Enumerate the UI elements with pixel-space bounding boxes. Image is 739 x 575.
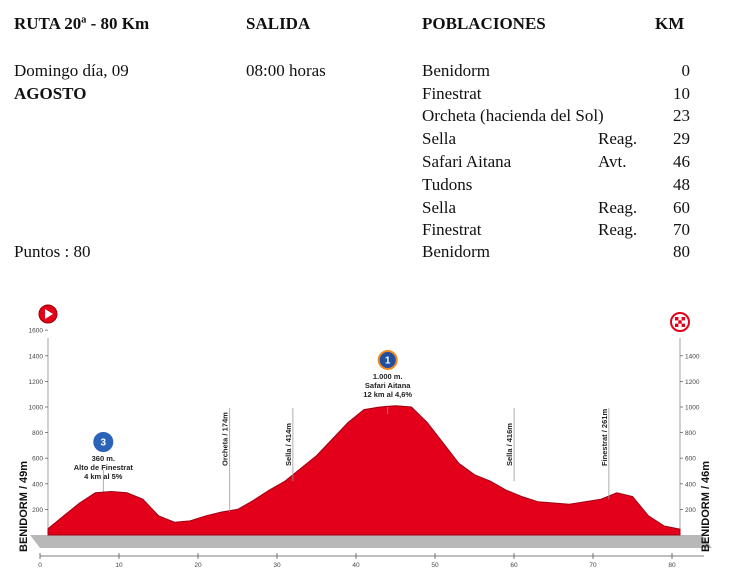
altitude-axis-right: 200 400 600 800 1000 1200 1400 [680,353,700,514]
km-tick-label: 70 [589,562,597,569]
route-title: RUTA 20ª - 80 Km [14,14,150,33]
town-tag: Reag. [598,129,638,148]
town-name: Finestrat [422,84,482,103]
town-km: 23 [673,106,690,125]
town-marker-label: Sella / 416m [505,423,514,466]
km-tick-label: 60 [510,562,518,569]
list-item: Tudons 48 [422,175,690,198]
start-flag-icon [38,304,58,324]
town-name: Tudons [422,175,473,194]
town-marker-label: Finestrat / 261m [600,409,609,466]
start-time: 08:00 horas [246,61,326,80]
alt-tick-label-left: 1000 [29,405,44,412]
date-line: Domingo día, 09 [14,61,129,80]
town-km: 48 [673,175,690,194]
town-km: 70 [673,220,690,239]
town-km: 60 [673,198,690,217]
list-item: Finestrat 10 [422,84,690,107]
alt-tick-label-left: 1400 [29,353,44,360]
climb-info-line: 12 km al 4,6% [363,390,412,399]
alt-tick-label-right: 1400 [685,353,700,360]
km-tick-label: 20 [194,562,202,569]
km-tick-label: 50 [431,562,439,569]
cat-1-climb-icon: 1 [377,350,398,370]
start-label: BENIDORM / 49m [18,461,30,552]
town-tag: Reag. [598,220,638,239]
km-tick-label: 80 [668,562,676,569]
list-item: Orcheta (hacienda del Sol) 23 [422,106,690,129]
km-tick-label: 0 [38,562,42,569]
climb-info-line: 1.000 m. [373,372,403,381]
month: AGOSTO [14,84,87,103]
town-name: Benidorm [422,242,490,261]
climb-info-line: 4 km al 5% [84,472,123,481]
list-item: Safari Aitana Avt. 46 [422,152,690,175]
list-item: Sella Reag. 60 [422,198,690,221]
town-marker-label: Sella / 414m [284,423,293,466]
points: Puntos : 80 [14,242,91,261]
km-tick-label: 40 [352,562,360,569]
town-km: 0 [681,61,691,80]
alt-tick-label-left: 600 [32,456,43,463]
end-label: BENIDORM / 46m [700,461,712,552]
town-km: 29 [673,129,690,148]
town-km: 10 [673,84,690,103]
elevation-area [47,405,681,536]
list-item: Benidorm 80 [422,242,690,265]
salida-header: SALIDA [246,14,311,33]
list-item: Finestrat Reag. 70 [422,220,690,243]
list-item: Sella Reag. 29 [422,129,690,152]
cat-3-climb-icon: 3 [93,432,114,452]
town-name: Safari Aitana [422,152,512,171]
poblaciones-header: POBLACIONES [422,14,546,33]
altitude-axis-left: 200 400 600 800 1000 1200 1400 1600 [29,328,48,514]
alt-tick-label-left: 1200 [29,379,44,386]
alt-tick-label-right: 200 [685,507,696,514]
km-axis: 0 10 20 30 40 50 60 70 80 [38,553,676,569]
climb-category-badge: 1 [385,356,391,367]
alt-tick-label-right: 400 [685,481,696,488]
climb-info-line: 360 m. [92,454,115,463]
alt-tick-label-left: 1600 [29,328,44,335]
alt-tick-label-right: 1000 [685,405,700,412]
town-name: Sella [422,198,456,217]
alt-tick-label-right: 800 [685,430,696,437]
town-tag: Reag. [598,198,638,217]
town-km: 80 [673,242,690,261]
km-tick-label: 10 [115,562,123,569]
climb-info-line: Safari Aitana [365,381,411,390]
town-name: Finestrat [422,220,482,239]
list-item: Benidorm 0 [422,61,690,84]
town-name: Benidorm [422,61,490,80]
alt-tick-label-left: 400 [32,481,43,488]
town-marker-label: Orcheta / 174m [221,412,230,466]
town-tag: Avt. [598,152,627,171]
alt-tick-label-right: 1200 [685,379,700,386]
checkered-flag-icon [670,312,690,332]
ground-strip [30,535,712,548]
km-tick-label: 30 [273,562,281,569]
alt-tick-label-left: 800 [32,430,43,437]
alt-tick-label-right: 600 [685,456,696,463]
climb-category-badge: 3 [101,438,107,449]
alt-tick-label-left: 200 [32,507,43,514]
km-header: KM [655,14,685,33]
climb-info-line: Alto de Finestrat [74,463,134,472]
town-name: Sella [422,129,456,148]
town-km: 46 [673,152,690,171]
town-name: Orcheta (hacienda del Sol) [422,106,604,125]
